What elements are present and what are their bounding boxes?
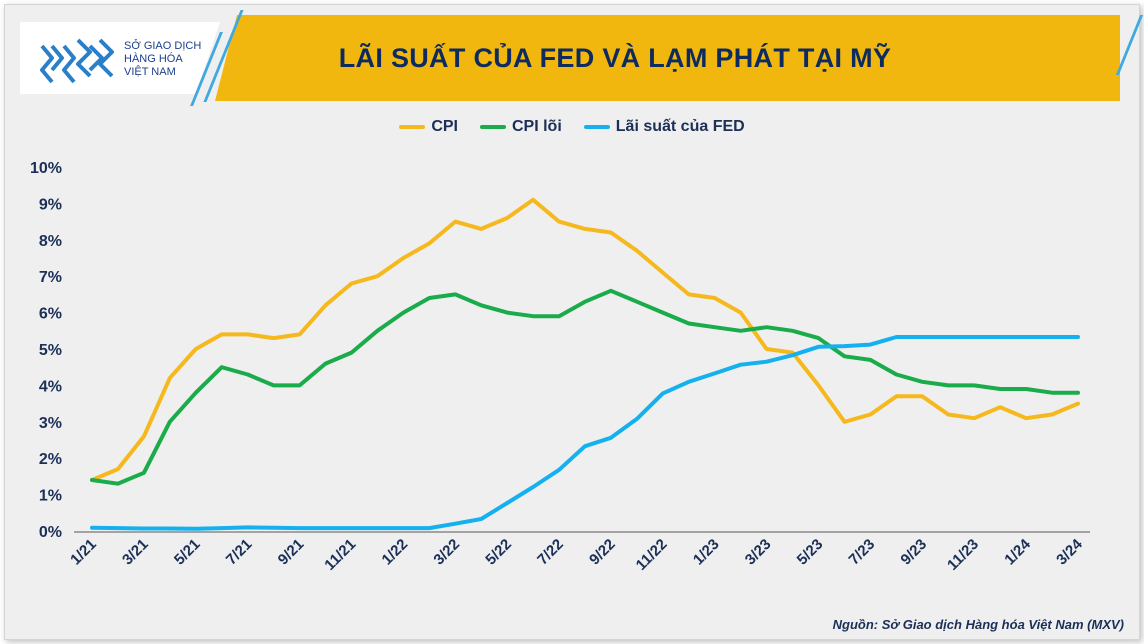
- logo-text: SỞ GIAO DỊCH HÀNG HÓA VIỆT NAM: [124, 40, 214, 79]
- legend-item-cpi: CPI: [399, 118, 458, 136]
- x-tick-label: 1/23: [690, 536, 723, 569]
- series-line-cpi: [90, 197, 1080, 482]
- chart-legend: CPI CPI lõi Lãi suất của FED: [0, 118, 1144, 136]
- y-tick-label: 5%: [39, 342, 62, 359]
- logo-line-1: SỞ GIAO DỊCH: [124, 40, 202, 52]
- x-tick-label: 7/22: [534, 536, 567, 569]
- mxv-logo-icon: [40, 38, 114, 84]
- y-tick-label: 1%: [39, 488, 62, 505]
- x-tick-label: 1/21: [67, 536, 100, 569]
- y-tick-label: 10%: [30, 160, 62, 177]
- logo-line-3: VIỆT NAM: [124, 66, 176, 78]
- x-tick-label: 5/22: [482, 536, 515, 569]
- chart-frame: [4, 4, 1140, 640]
- series-line-core-cpi: [90, 288, 1080, 486]
- series-line-fed-rate: [90, 335, 1080, 531]
- y-tick-label: 3%: [39, 415, 62, 432]
- legend-label-fed-rate: Lãi suất của FED: [615, 118, 745, 135]
- x-tick-label: 3/21: [119, 536, 152, 569]
- y-tick-label: 8%: [39, 233, 62, 250]
- legend-item-fed-rate: Lãi suất của FED: [583, 118, 745, 136]
- x-tick-label: 9/23: [897, 536, 930, 569]
- legend-label-core-cpi: CPI lõi: [511, 118, 562, 135]
- y-tick-label: 2%: [39, 451, 62, 468]
- y-tick-label: 6%: [39, 306, 62, 323]
- x-tick-label: 1/24: [1001, 535, 1034, 568]
- legend-label-cpi: CPI: [431, 118, 458, 135]
- x-tick-label: 7/23: [846, 536, 879, 569]
- x-tick-label: 3/23: [742, 536, 775, 569]
- legend-swatch-core-cpi: [479, 125, 506, 129]
- x-tick-label: 11/22: [633, 536, 671, 574]
- x-tick-label: 5/23: [794, 536, 827, 569]
- x-tick-label: 3/22: [430, 536, 463, 569]
- x-tick-label: 7/21: [223, 536, 256, 569]
- x-tick-label: 3/24: [1053, 535, 1086, 568]
- y-tick-label: 4%: [39, 378, 62, 395]
- x-tick-label: 9/21: [275, 536, 308, 569]
- chart-title: LÃI SUẤT CỦA FED VÀ LẠM PHÁT TẠI MỸ: [338, 43, 892, 73]
- x-tick-label: 9/22: [586, 536, 619, 569]
- logo-line-2: HÀNG HÓA: [124, 53, 183, 65]
- legend-item-core-cpi: CPI lõi: [479, 118, 562, 136]
- source-note: Nguồn: Sở Giao dịch Hàng hóa Việt Nam (M…: [832, 617, 1124, 632]
- x-tick-label: 5/21: [171, 536, 204, 569]
- x-tick-label: 11/23: [944, 536, 982, 574]
- legend-swatch-fed-rate: [583, 125, 610, 129]
- y-tick-label: 0%: [39, 524, 62, 541]
- y-tick-label: 9%: [39, 196, 62, 213]
- y-tick-label: 7%: [39, 269, 62, 286]
- legend-swatch-cpi: [399, 125, 426, 129]
- x-tick-label: 1/22: [379, 536, 412, 569]
- x-tick-label: 11/21: [321, 536, 359, 574]
- header-band: [215, 15, 1120, 101]
